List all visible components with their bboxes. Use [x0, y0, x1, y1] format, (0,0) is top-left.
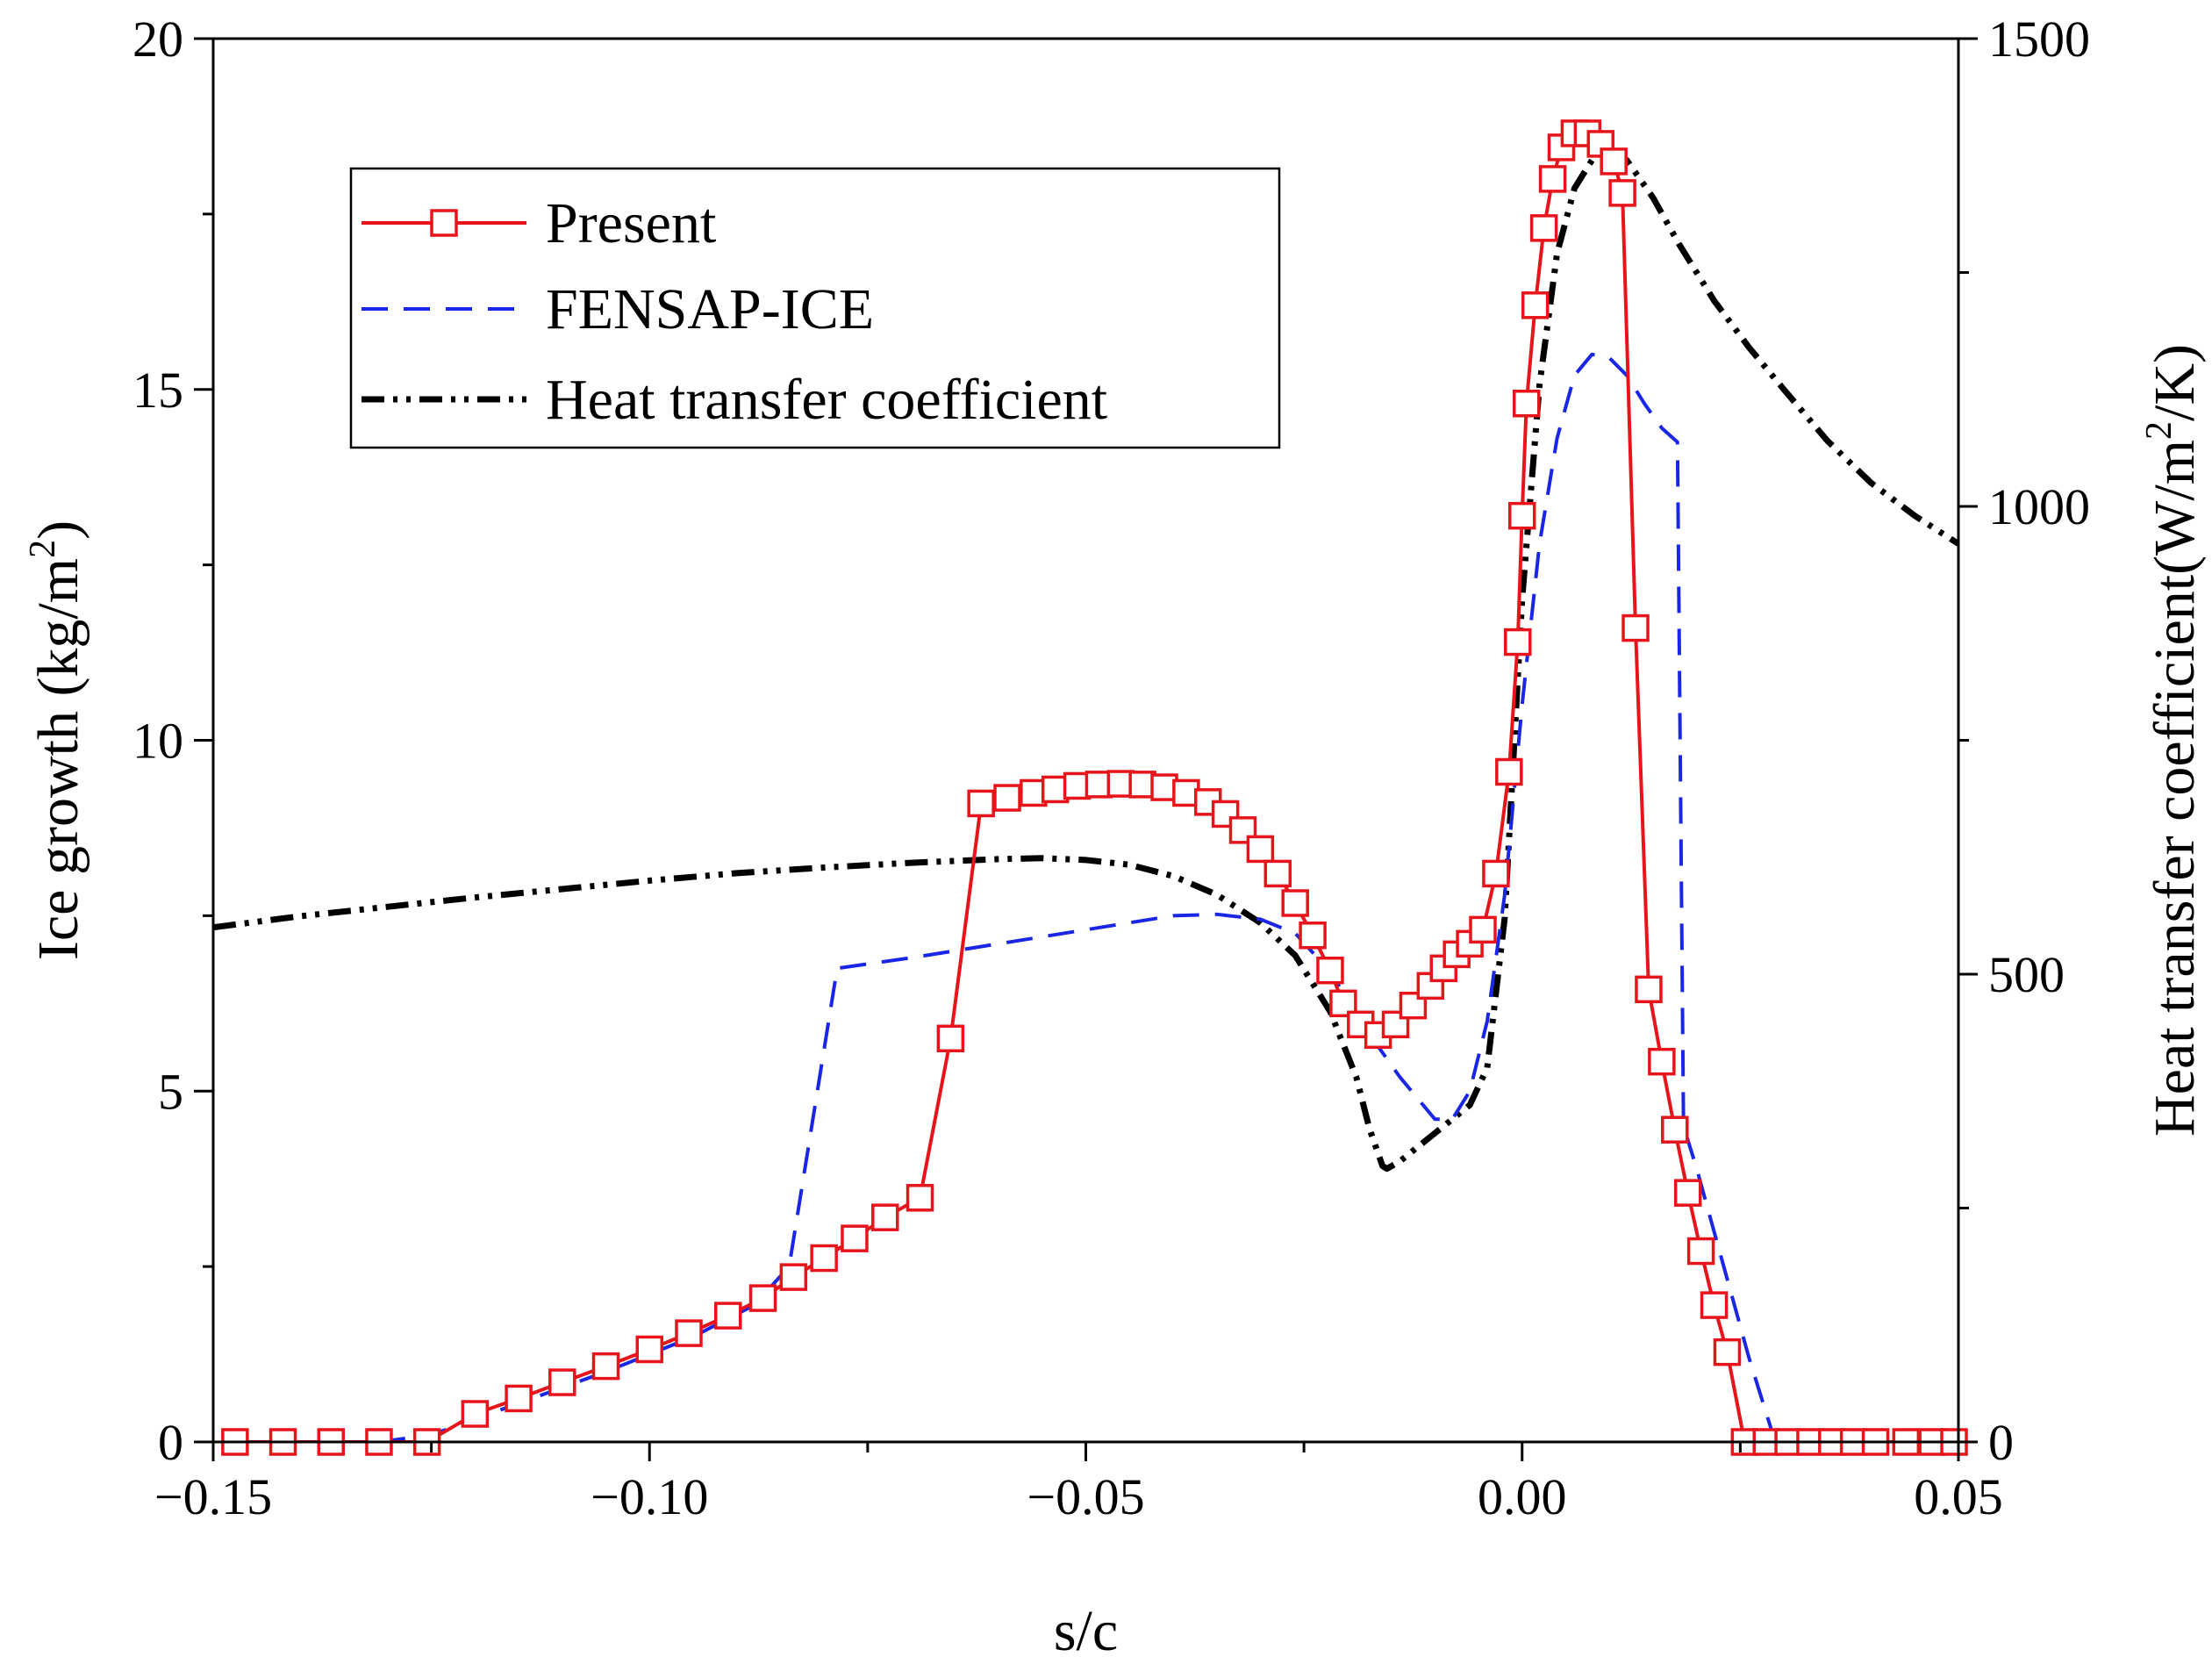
data-point-marker: [1661, 1115, 1689, 1144]
x-tick-label: 0.00: [1478, 1468, 1567, 1525]
data-point-marker: [779, 1263, 808, 1291]
data-point-marker: [1495, 757, 1523, 786]
data-point-marker: [1521, 291, 1550, 319]
y-right-tick-label: 0: [1988, 1414, 2014, 1471]
data-point-marker: [1299, 922, 1327, 950]
data-point-marker: [1529, 214, 1558, 242]
data-point-marker: [1648, 1047, 1676, 1076]
data-point-marker: [675, 1319, 703, 1347]
data-point-marker: [810, 1244, 838, 1273]
x-tick-label: 0.05: [1914, 1468, 2003, 1525]
data-point-marker: [1482, 859, 1510, 888]
legend-label: Heat transfer coefficient: [546, 368, 1107, 432]
data-point-marker: [841, 1224, 869, 1252]
series-line-heat-transfer-coefficient: [213, 147, 1958, 1173]
data-point-marker: [1673, 1179, 1702, 1207]
y-left-title-sup: 2: [23, 540, 63, 558]
data-point-marker: [635, 1335, 663, 1364]
y-left-title-main: Ice growth (kg/m: [26, 558, 90, 960]
data-point-marker: [906, 1184, 934, 1212]
legend-label: Present: [546, 191, 716, 255]
data-point-marker: [461, 1400, 490, 1428]
y-left-tick-label: 20: [132, 11, 183, 68]
y-right-title-end: /K): [2143, 344, 2207, 421]
legend: Present FENSAP-ICE Heat transfer coefficie…: [349, 167, 1281, 449]
data-point-marker: [1263, 859, 1292, 888]
data-point-marker: [993, 784, 1021, 812]
data-point-marker: [1608, 179, 1636, 207]
y-right-title-main: Heat transfer coefficient(W/m: [2143, 440, 2207, 1137]
data-point-marker: [505, 1384, 533, 1413]
data-point-marker: [1281, 889, 1309, 917]
data-point-marker: [871, 1203, 899, 1231]
y-left-tick-label: 5: [158, 1063, 183, 1120]
data-point-marker: [1512, 389, 1541, 418]
data-point-marker: [548, 1368, 576, 1396]
x-axis-title: s/c: [1054, 1599, 1118, 1663]
data-point-marker: [1635, 975, 1663, 1004]
y-left-title-end: ): [26, 520, 90, 540]
data-point-marker: [1600, 147, 1628, 176]
y-left-tick-label: 15: [132, 362, 183, 419]
data-point-marker: [967, 789, 995, 818]
data-point-marker: [1246, 835, 1275, 864]
data-point-marker: [1504, 628, 1532, 656]
data-point-marker: [1686, 1237, 1715, 1266]
data-point-marker: [1316, 956, 1344, 985]
data-point-marker: [936, 1024, 965, 1053]
y-left-tick-label: 0: [158, 1414, 183, 1471]
x-tick-label: −0.15: [154, 1468, 272, 1525]
data-point-marker: [1469, 915, 1497, 944]
data-point-marker: [1713, 1338, 1742, 1366]
y-left-axis-title: Ice growth (kg/m2): [23, 520, 90, 960]
y-right-tick-label: 500: [1988, 946, 2065, 1003]
data-point-marker: [1508, 501, 1536, 530]
data-point-marker: [1538, 165, 1567, 193]
data-point-marker: [714, 1302, 742, 1330]
y-right-title-sup: 2: [2139, 421, 2180, 440]
legend-label: FENSAP-ICE: [546, 277, 874, 341]
y-right-axis-title: Heat transfer coefficient(W/m2/K): [2139, 344, 2207, 1137]
x-tick-label: −0.10: [591, 1468, 708, 1525]
y-left-tick-label: 10: [132, 713, 183, 770]
data-point-marker: [1700, 1291, 1729, 1319]
axes-layer: −0.15 −0.10 −0.05 0.00 0.0505101520050010001…: [132, 11, 2090, 1525]
data-point-marker: [591, 1352, 620, 1381]
x-tick-label: −0.05: [1027, 1468, 1144, 1525]
legend-swatch-marker: [430, 209, 458, 237]
y-right-tick-label: 1500: [1988, 11, 2090, 68]
y-right-tick-label: 1000: [1988, 478, 2090, 535]
data-point-marker: [1621, 613, 1650, 642]
series-line-fensap-ice: [378, 352, 1778, 1442]
data-point-marker: [748, 1284, 777, 1312]
